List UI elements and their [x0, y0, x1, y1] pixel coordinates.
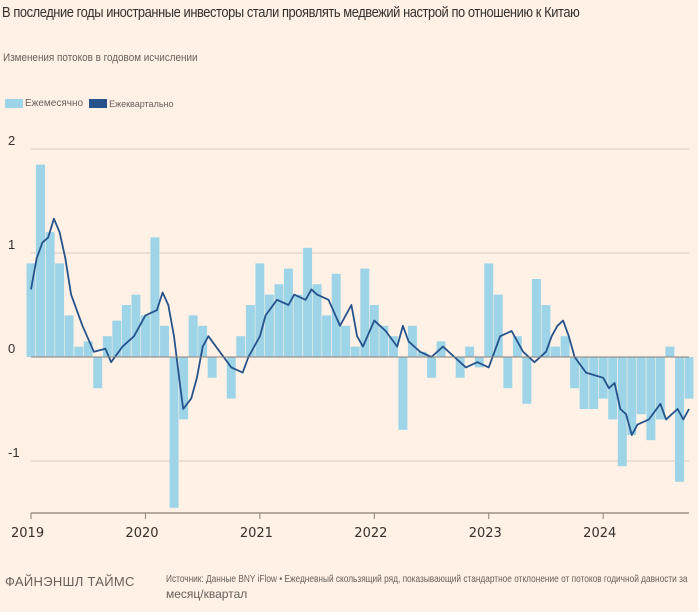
bar-monthly [341, 325, 351, 357]
bar-monthly [646, 357, 656, 441]
y-tick-label: 1 [8, 237, 15, 252]
bar-monthly [121, 305, 131, 357]
bar-monthly [255, 263, 265, 357]
bar-monthly [45, 232, 55, 357]
bar-monthly [493, 294, 503, 357]
bar-monthly [550, 346, 560, 357]
bar-monthly [379, 325, 389, 357]
bar-monthly [36, 164, 45, 357]
chart-title: В последние годы иностранные инвесторы с… [2, 4, 580, 21]
legend-label-monthly: Ежемесячно [25, 98, 84, 109]
bar-monthly [655, 357, 665, 420]
bar-monthly [140, 315, 150, 357]
bar-monthly [207, 357, 217, 378]
bar-monthly [465, 346, 475, 357]
bar-monthly [160, 325, 170, 357]
chart-plot: 2 1 0 -1 2019 2020 2021 2022 2023 2024 [8, 133, 694, 541]
legend-swatch-monthly [5, 99, 23, 108]
bar-monthly [589, 357, 599, 409]
bar-monthly [74, 346, 84, 357]
bar-monthly [579, 357, 589, 409]
x-tick-label: 2020 [125, 526, 158, 541]
x-tick-label: 2022 [354, 526, 387, 541]
bar-monthly [560, 336, 570, 357]
bar-monthly [179, 357, 189, 420]
bar-monthly [531, 279, 541, 357]
bar-monthly [675, 357, 684, 482]
bar-monthly [274, 284, 284, 357]
bar-monthly [369, 305, 379, 357]
bar-monthly [312, 284, 322, 357]
bar-monthly [512, 336, 522, 357]
bar-monthly [455, 357, 465, 378]
legend-item-monthly: Ежемесячно [5, 98, 83, 109]
legend-swatch-quarterly [89, 99, 108, 108]
y-tick-label: 0 [8, 341, 15, 356]
bar-monthly [427, 357, 436, 378]
bar-monthly [293, 294, 303, 357]
legend: Ежемесячно Ежеквартально [5, 98, 179, 109]
bar-monthly [226, 357, 236, 399]
chart-subtitle: Изменения потоков в годовом исчислении [3, 52, 198, 64]
bar-monthly [83, 341, 93, 357]
bar-monthly [350, 346, 360, 357]
bar-monthly [388, 336, 398, 357]
bar-monthly [570, 357, 580, 389]
bar-monthly [55, 263, 65, 357]
bar-monthly [360, 268, 370, 357]
x-tick-label: 2023 [469, 526, 502, 541]
bar-monthly [150, 237, 160, 357]
bar-monthly [522, 357, 532, 404]
bar-monthly [608, 357, 618, 420]
bar-monthly [102, 336, 112, 357]
ft-logo: ФАЙНЭНШЛ ТАЙМС [5, 574, 135, 589]
bar-monthly [627, 357, 637, 435]
bar-monthly [484, 263, 494, 357]
legend-item-quarterly: Ежеквартально [89, 99, 173, 109]
bar-monthly [64, 315, 74, 357]
line-quarterly [30, 217, 690, 436]
bar-monthly [541, 305, 551, 357]
bar-monthly [264, 294, 274, 357]
bar-monthly [112, 320, 122, 357]
bar-monthly [322, 315, 332, 357]
bar-monthly [198, 325, 208, 357]
x-tick-label: 2019 [11, 526, 44, 541]
source-note: Источник: Данные BNY iFlow • Ежедневный … [166, 573, 698, 603]
bar-monthly [503, 357, 513, 389]
bar-monthly [169, 357, 179, 508]
bar-monthly [407, 325, 417, 357]
bar-monthly [636, 357, 646, 415]
bar-monthly [417, 351, 427, 357]
bar-monthly [188, 315, 198, 357]
bar-monthly [93, 357, 103, 389]
bar-monthly [665, 346, 675, 357]
bar-monthly [245, 305, 255, 357]
bar-monthly [684, 357, 694, 399]
source-line-1: Источник: Данные BNY iFlow • Ежедневный … [166, 574, 688, 585]
y-tick-label: -1 [8, 445, 20, 460]
x-tick-label: 2021 [240, 526, 273, 541]
x-tick-label: 2024 [583, 526, 616, 541]
bar-monthly [398, 357, 408, 430]
source-line-2: месяц/квартал [166, 587, 248, 601]
bar-monthly [236, 336, 246, 357]
legend-label-quarterly: Ежеквартально [109, 98, 174, 109]
bar-monthly [303, 247, 313, 357]
bar-monthly [26, 263, 36, 357]
bar-monthly [284, 268, 293, 357]
y-tick-label: 2 [8, 133, 15, 148]
bar-monthly [131, 294, 141, 357]
